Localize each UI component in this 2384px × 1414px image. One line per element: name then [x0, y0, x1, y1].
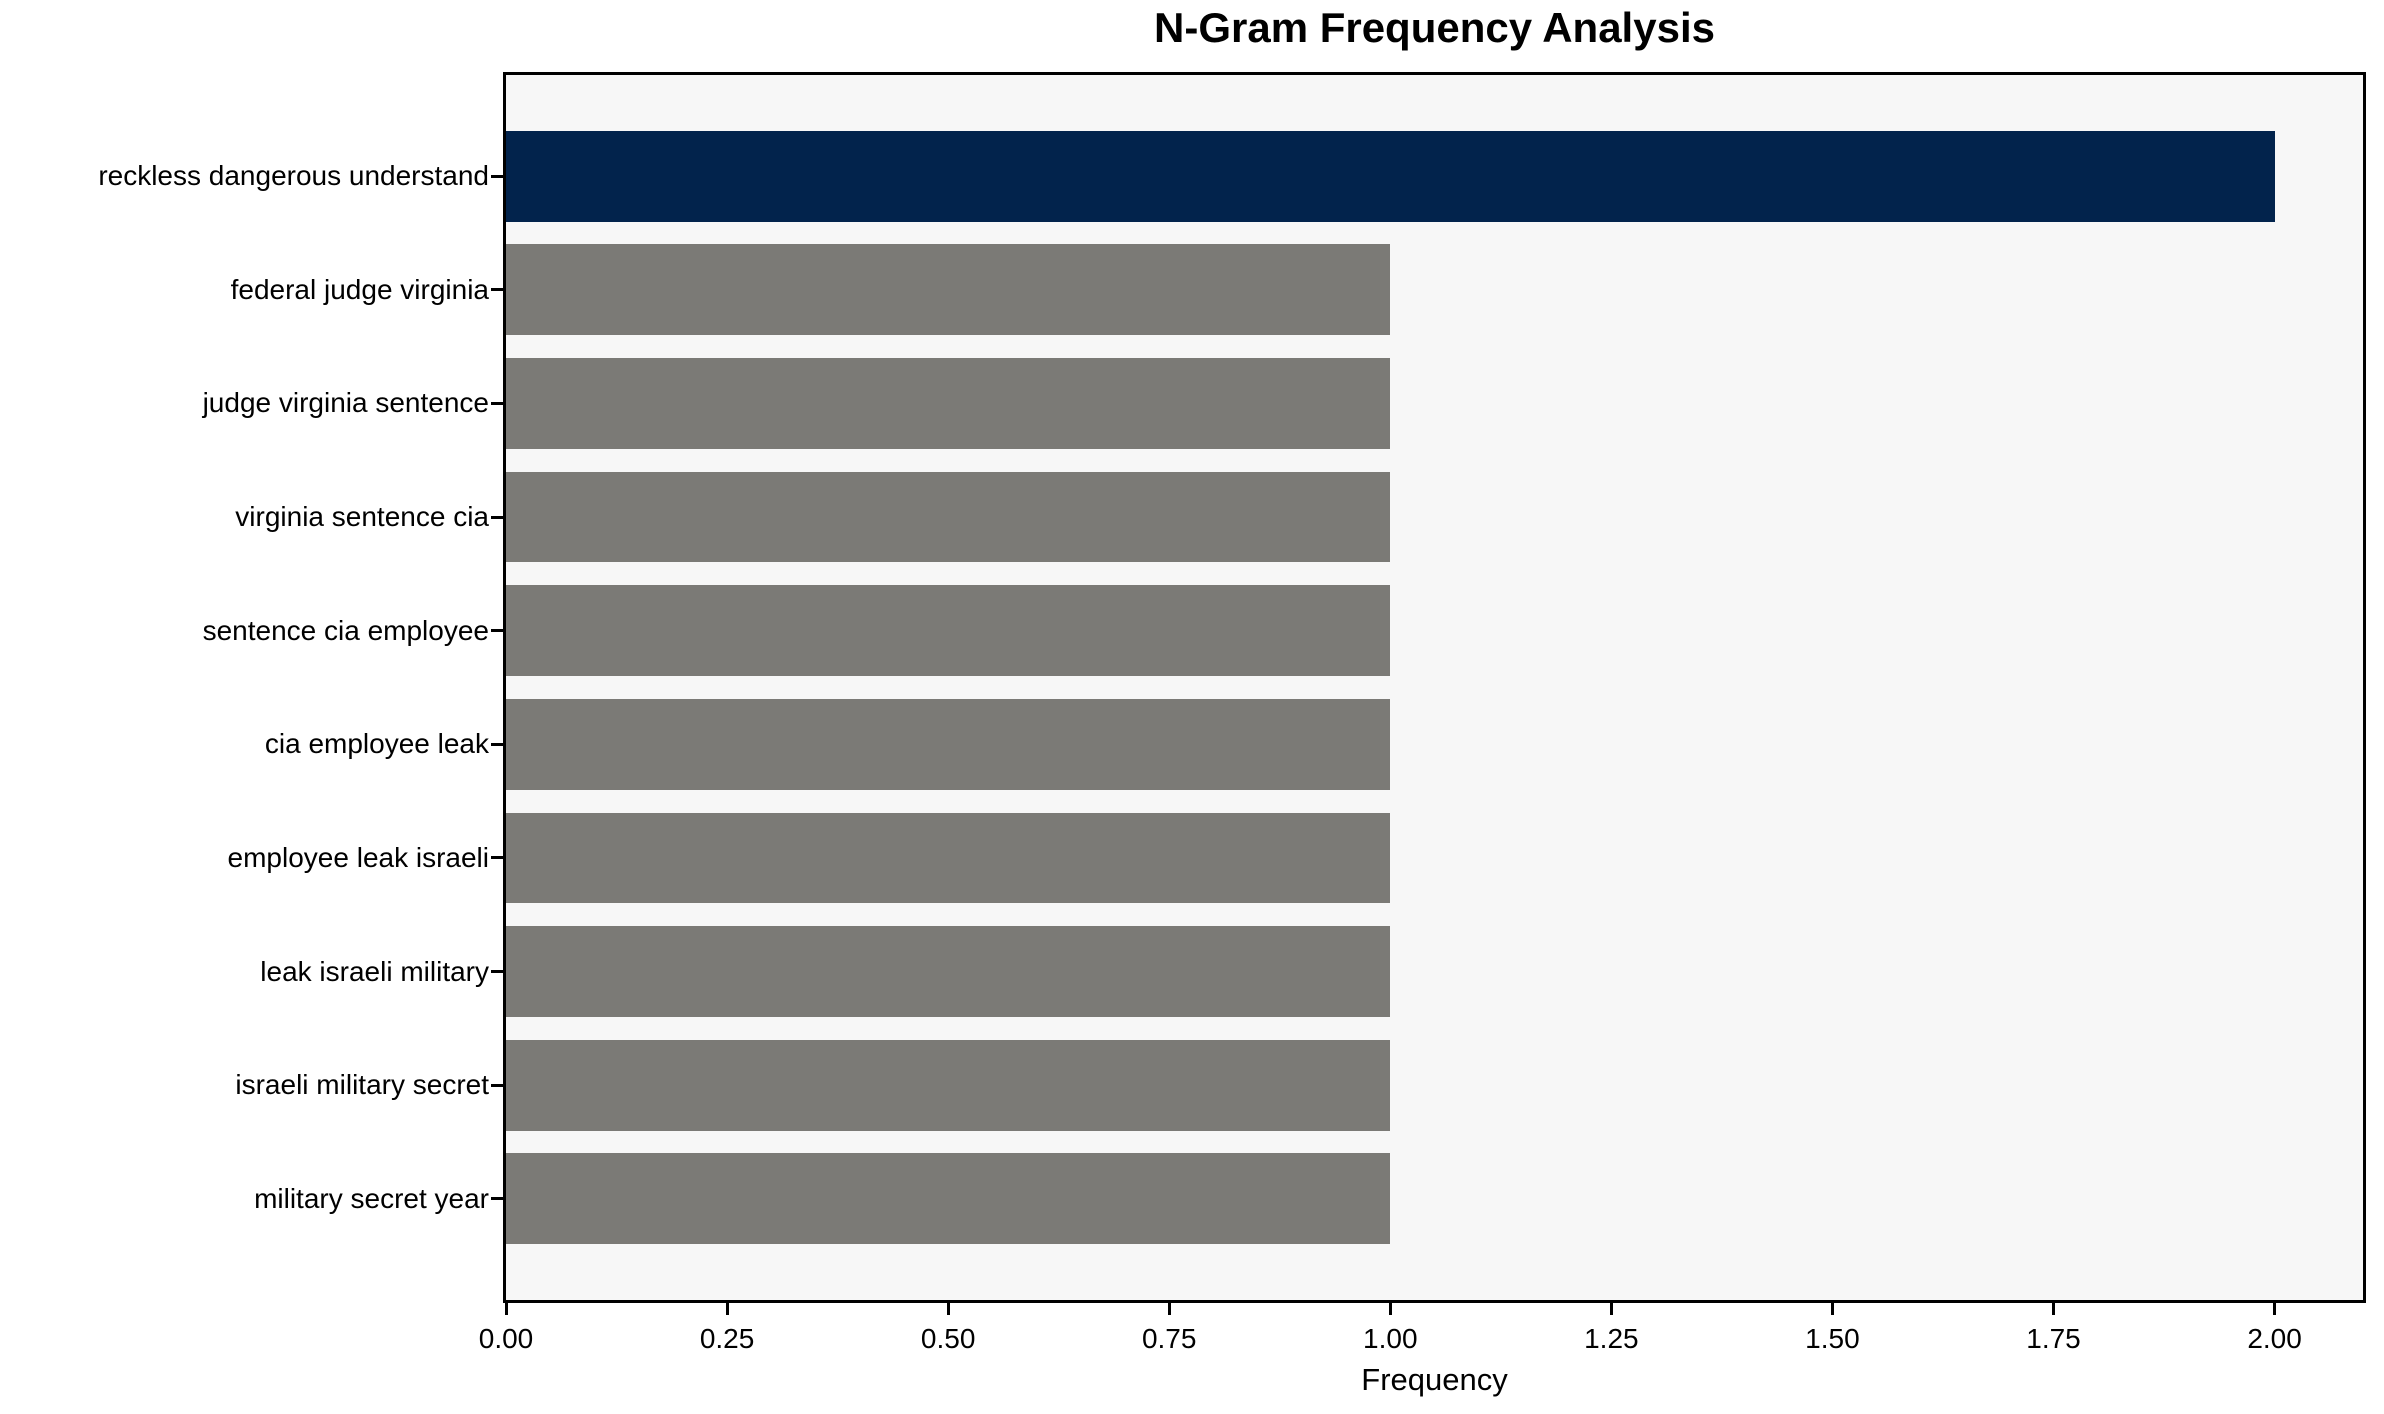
y-tick-label: sentence cia employee [202, 614, 489, 646]
plot-area [503, 72, 2366, 1303]
chart-title: N-Gram Frequency Analysis [1154, 4, 1715, 51]
y-tick-label: virginia sentence cia [235, 501, 489, 533]
bar [506, 1039, 1391, 1131]
y-tick-mark [491, 629, 503, 633]
y-tick-label: federal judge virginia [230, 273, 489, 305]
bar [506, 244, 1391, 336]
bar [506, 698, 1391, 790]
x-tick-label: 0.75 [1141, 1323, 1197, 1354]
x-tick-mark [1609, 1303, 1613, 1315]
x-tick-label: 0.25 [699, 1323, 755, 1354]
x-tick-mark [2052, 1303, 2055, 1315]
bar [506, 471, 1391, 563]
bar [506, 926, 1391, 1018]
x-tick-mark [2273, 1303, 2277, 1315]
x-tick-mark [946, 1303, 950, 1315]
x-tick-label: 1.50 [1805, 1323, 1860, 1354]
bar [506, 357, 1391, 449]
y-tick-label: israeli military secret [235, 1069, 489, 1101]
y-tick-mark [491, 742, 503, 746]
x-tick-mark [504, 1303, 508, 1315]
x-tick-mark [725, 1303, 729, 1315]
y-tick-label: reckless dangerous understand [98, 160, 489, 192]
y-tick-mark [491, 515, 503, 519]
x-tick-label: 1.75 [2026, 1323, 2081, 1354]
bar [506, 585, 1391, 677]
y-tick-mark [491, 1197, 503, 1201]
y-tick-label: cia employee leak [264, 728, 489, 760]
x-tick-label: 2.00 [2247, 1323, 2302, 1354]
x-tick-label: 0.00 [478, 1323, 534, 1354]
y-tick-mark [491, 401, 503, 405]
y-tick-label: employee leak israeli [227, 841, 489, 873]
bar [506, 812, 1391, 904]
y-tick-mark [491, 288, 503, 292]
x-tick-label: 0.50 [920, 1323, 976, 1354]
y-tick-mark [491, 1083, 503, 1087]
x-tick-mark [1830, 1303, 1834, 1315]
x-axis-label: Frequency [1361, 1362, 1508, 1397]
x-tick-mark [1388, 1303, 1392, 1315]
y-tick-label: leak israeli military [260, 955, 489, 987]
y-tick-label: military secret year [254, 1182, 489, 1214]
bar [506, 1153, 1391, 1245]
x-tick-mark [1167, 1303, 1171, 1315]
x-tick-label: 1.25 [1584, 1323, 1639, 1354]
y-tick-mark [491, 856, 503, 860]
y-tick-mark [491, 174, 503, 178]
y-tick-mark [491, 970, 503, 974]
y-tick-label: judge virginia sentence [202, 387, 489, 419]
x-tick-label: 1.00 [1363, 1323, 1418, 1354]
bar [506, 130, 2275, 222]
